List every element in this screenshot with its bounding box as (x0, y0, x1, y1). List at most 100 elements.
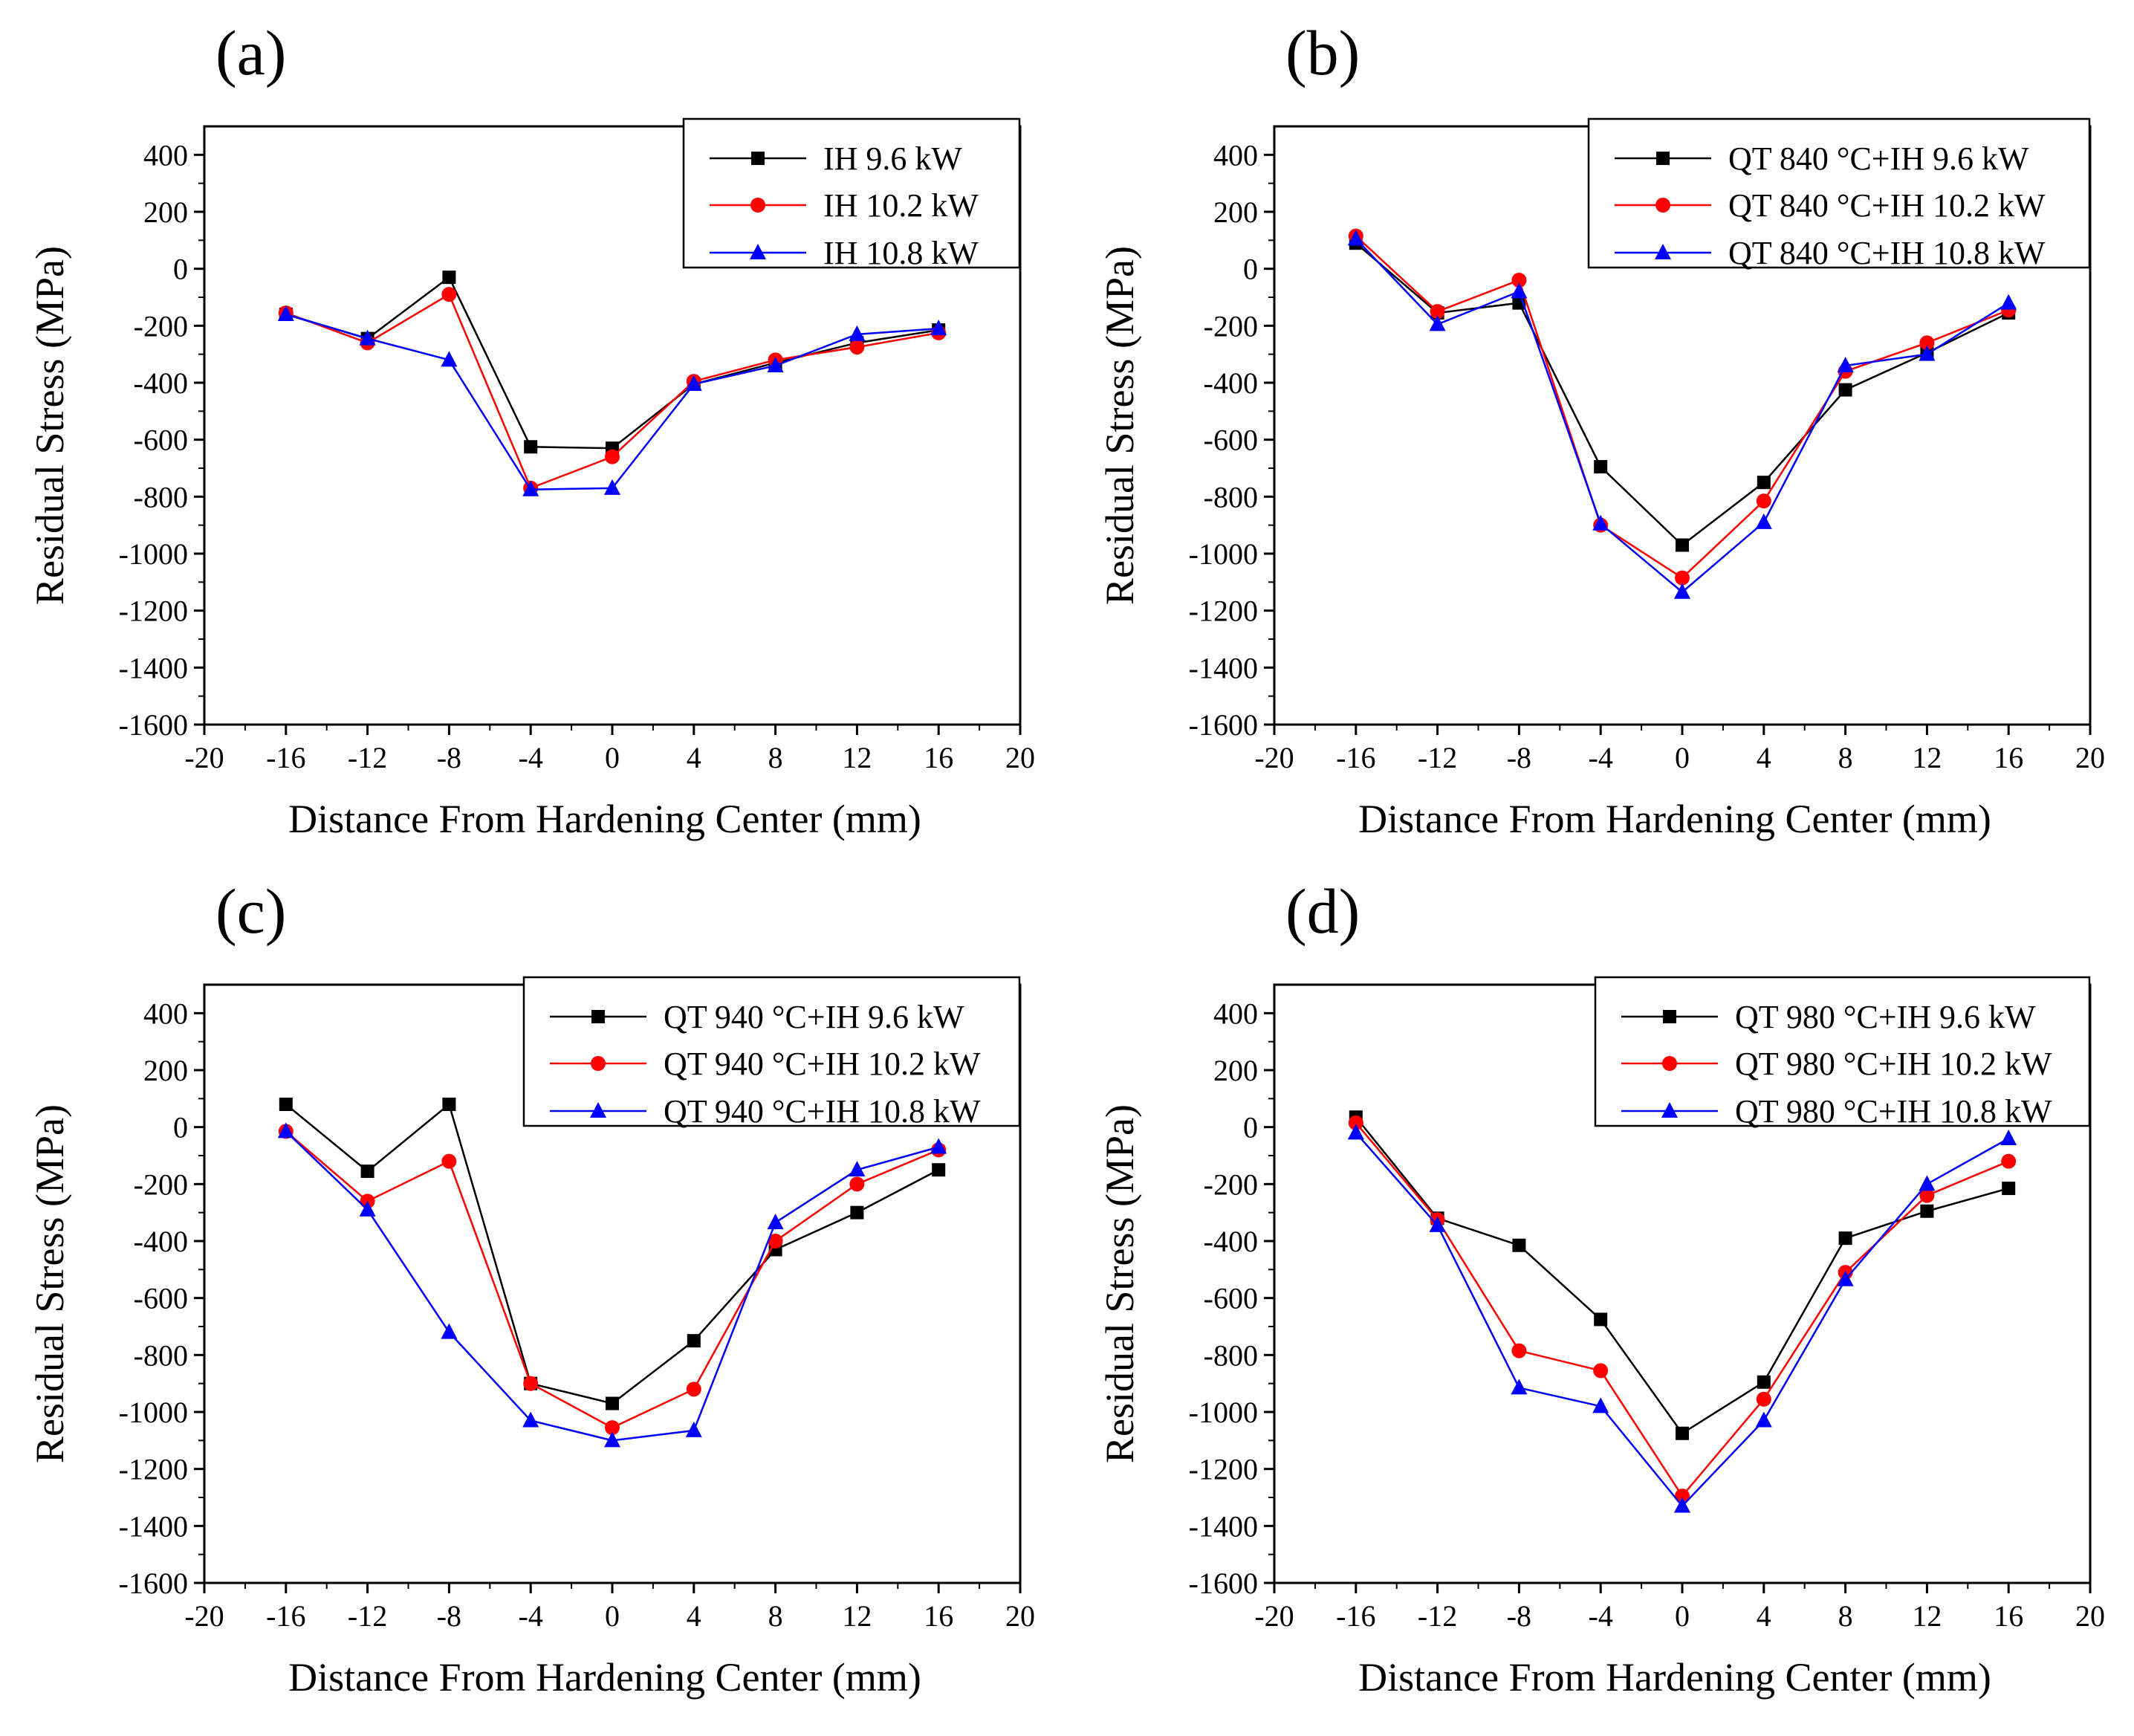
data-point (1511, 1343, 1527, 1358)
data-point (1429, 315, 1446, 331)
x-tick-label: -4 (1589, 1599, 1613, 1633)
legend-label: QT 940 °C+IH 9.6 kW (664, 999, 964, 1035)
y-tick-label: -1400 (119, 651, 188, 684)
data-point (1920, 1204, 1934, 1218)
x-axis-title: Distance From Hardening Center (mm) (1358, 1655, 1991, 1700)
legend-label: QT 940 °C+IH 10.8 kW (664, 1093, 981, 1130)
x-tick-label: 12 (1912, 741, 1942, 774)
y-tick-label: -200 (134, 1167, 188, 1201)
y-tick-label: 400 (1213, 997, 1258, 1030)
x-axis-title: Distance From Hardening Center (mm) (288, 1655, 921, 1700)
data-point (1675, 570, 1690, 586)
legend-label: QT 980 °C+IH 10.2 kW (1735, 1046, 2052, 1082)
data-point (441, 1153, 457, 1169)
data-point (1511, 282, 1528, 299)
y-tick-label: -1600 (1189, 708, 1258, 742)
data-point (1429, 1216, 1446, 1232)
x-tick-label: 0 (1675, 1599, 1690, 1633)
x-tick-label: 0 (1675, 741, 1690, 774)
data-point (1592, 1397, 1609, 1413)
data-point (604, 479, 620, 495)
y-tick-label: -400 (1204, 366, 1258, 400)
panel-label: (a) (215, 17, 286, 88)
data-point (522, 1411, 539, 1428)
data-point (442, 1098, 456, 1111)
legend-label: IH 9.6 kW (823, 140, 962, 177)
y-tick-label: -600 (134, 1282, 188, 1315)
legend-label: QT 940 °C+IH 10.2 kW (664, 1046, 981, 1082)
x-tick-label: 16 (924, 741, 953, 774)
data-point (1837, 357, 1854, 372)
y-tick-label: -1400 (1189, 651, 1258, 684)
x-tick-label: -12 (348, 1599, 387, 1633)
chart-panel-d: (d) -20 -16 -12 -8 -4 0 4 8 12 16 20 400 200 0 -200 -400… (1097, 875, 2105, 1700)
legend-label: QT 840 °C+IH 10.8 kW (1728, 235, 2046, 271)
y-tick-label: -400 (1204, 1225, 1258, 1258)
data-point (359, 1200, 376, 1217)
y-tick-label: -1600 (119, 708, 188, 742)
y-axis-title: Residual Stress (MPa) (27, 1104, 72, 1463)
data-point (441, 287, 457, 302)
series-3 (1347, 230, 2017, 599)
data-point (1919, 345, 1936, 361)
legend: QT 980 °C+IH 9.6 kW QT 980 °C+IH 10.2 kW Q… (1594, 976, 2091, 1130)
data-point (441, 351, 458, 367)
x-tick-label: -12 (1418, 1599, 1457, 1633)
data-point (2002, 1182, 2016, 1196)
y-tick-label: -600 (1204, 1282, 1258, 1315)
data-point (523, 1376, 539, 1391)
legend-label: IH 10.2 kW (823, 187, 979, 224)
data-point (605, 1420, 620, 1436)
x-tick-label: 4 (687, 741, 701, 774)
data-point (1919, 1188, 1935, 1203)
x-tick-label: 20 (1005, 1599, 1035, 1633)
x-tick-label: 0 (605, 741, 620, 774)
x-tick-label: -12 (348, 741, 387, 774)
data-point (850, 1205, 864, 1220)
legend-box (1594, 976, 2091, 1127)
data-point (442, 271, 456, 285)
y-tick-label: 0 (173, 1111, 188, 1144)
x-tick-label: 8 (768, 741, 783, 774)
data-point (2000, 1130, 2017, 1145)
legend: QT 840 °C+IH 9.6 kW QT 840 °C+IH 10.2 kW Q… (1587, 117, 2091, 271)
y-tick-label: -200 (134, 309, 188, 343)
data-point (1594, 460, 1608, 474)
data-point (685, 1421, 702, 1437)
y-tick-label: 0 (1243, 253, 1258, 286)
legend: QT 940 °C+IH 9.6 kW QT 940 °C+IH 10.2 kW Q… (522, 976, 1021, 1130)
data-point (1347, 1124, 1364, 1140)
data-point (930, 1138, 947, 1154)
data-point (277, 1122, 294, 1139)
y-tick-label: -1000 (1189, 537, 1258, 571)
x-tick-label: 8 (768, 1599, 783, 1633)
legend-marker (1656, 152, 1670, 165)
series-3 (277, 305, 947, 496)
x-tick-label: -20 (1254, 1599, 1294, 1633)
y-tick-label: -800 (1204, 480, 1258, 514)
x-tick-label: 4 (1757, 1599, 1771, 1633)
data-point (277, 305, 294, 321)
y-tick-label: -400 (134, 366, 188, 400)
data-point (1348, 1115, 1363, 1130)
x-tick-label: 4 (1757, 741, 1771, 774)
data-point (767, 1214, 784, 1230)
x-tick-label: 16 (1994, 1599, 2023, 1633)
legend: IH 9.6 kW IH 10.2 kW IH 10.8 kW (682, 117, 1021, 271)
legend-marker (590, 1102, 606, 1118)
y-tick-label: 0 (1243, 1111, 1258, 1144)
legend-label: IH 10.8 kW (823, 235, 979, 271)
legend-marker (751, 152, 765, 165)
x-tick-label: -8 (437, 741, 461, 774)
data-point (522, 480, 539, 496)
y-axis-title: Residual Stress (MPa) (1097, 1104, 1142, 1463)
y-tick-label: -1200 (119, 595, 188, 628)
data-point (1837, 1270, 1854, 1286)
data-point (1347, 230, 1364, 246)
data-point (930, 320, 947, 336)
x-tick-label: -4 (519, 1599, 543, 1633)
data-point (1676, 538, 1689, 552)
y-tick-label: -1200 (1189, 1453, 1258, 1486)
x-tick-label: 20 (2075, 1599, 2105, 1633)
